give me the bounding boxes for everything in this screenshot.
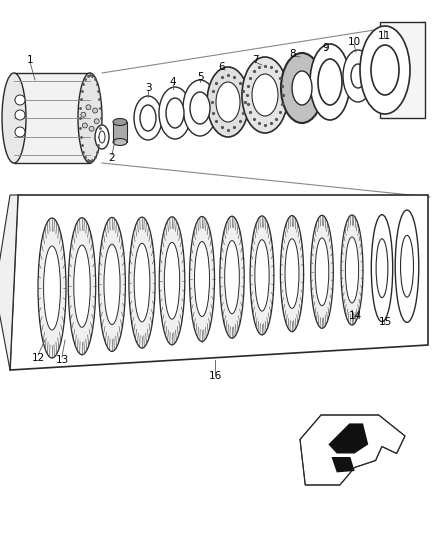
Ellipse shape: [2, 73, 26, 163]
Ellipse shape: [194, 241, 209, 317]
Ellipse shape: [113, 139, 127, 146]
Text: 2: 2: [109, 153, 115, 163]
Text: 3: 3: [145, 83, 151, 93]
Text: 10: 10: [347, 37, 360, 47]
Ellipse shape: [343, 50, 373, 102]
Polygon shape: [380, 22, 425, 118]
Polygon shape: [300, 415, 405, 485]
Polygon shape: [332, 457, 355, 472]
Ellipse shape: [95, 125, 109, 149]
Ellipse shape: [360, 26, 410, 114]
Ellipse shape: [104, 244, 120, 325]
Ellipse shape: [225, 240, 239, 314]
Ellipse shape: [74, 245, 90, 327]
Text: 12: 12: [32, 353, 45, 363]
Ellipse shape: [140, 105, 156, 131]
Text: 14: 14: [348, 311, 362, 321]
Ellipse shape: [190, 92, 210, 124]
Polygon shape: [0, 195, 18, 370]
Ellipse shape: [371, 45, 399, 95]
Ellipse shape: [376, 239, 388, 297]
Ellipse shape: [285, 239, 299, 309]
Polygon shape: [328, 423, 368, 454]
Circle shape: [81, 112, 86, 117]
Ellipse shape: [113, 118, 127, 125]
Text: 9: 9: [323, 43, 329, 53]
Polygon shape: [10, 195, 428, 370]
Text: 8: 8: [290, 49, 297, 59]
Polygon shape: [14, 73, 90, 163]
Ellipse shape: [311, 215, 333, 328]
Circle shape: [82, 123, 87, 128]
Ellipse shape: [166, 98, 184, 128]
Text: 11: 11: [378, 31, 391, 41]
Circle shape: [86, 105, 91, 110]
Ellipse shape: [351, 64, 365, 88]
Ellipse shape: [400, 235, 413, 297]
Ellipse shape: [250, 216, 274, 335]
Ellipse shape: [207, 67, 249, 137]
Ellipse shape: [252, 74, 278, 116]
Ellipse shape: [190, 216, 215, 342]
Ellipse shape: [310, 44, 350, 120]
Ellipse shape: [99, 217, 125, 351]
Polygon shape: [113, 122, 127, 142]
Ellipse shape: [216, 82, 240, 122]
Circle shape: [15, 110, 25, 120]
Ellipse shape: [183, 80, 217, 136]
Ellipse shape: [78, 73, 102, 163]
Ellipse shape: [159, 217, 185, 345]
Circle shape: [15, 95, 25, 105]
Ellipse shape: [164, 243, 180, 319]
Text: 6: 6: [219, 62, 225, 72]
Ellipse shape: [395, 210, 419, 322]
Circle shape: [89, 126, 94, 131]
Ellipse shape: [38, 218, 66, 358]
Ellipse shape: [134, 96, 162, 140]
Ellipse shape: [99, 131, 105, 143]
Ellipse shape: [371, 215, 393, 322]
Ellipse shape: [280, 216, 304, 332]
Text: 7: 7: [252, 55, 258, 65]
Text: 1: 1: [27, 55, 33, 65]
Text: 13: 13: [55, 355, 69, 365]
Ellipse shape: [281, 53, 323, 123]
Ellipse shape: [242, 57, 288, 133]
Ellipse shape: [341, 215, 363, 325]
Ellipse shape: [134, 243, 150, 322]
Circle shape: [15, 127, 25, 137]
Text: 16: 16: [208, 371, 222, 381]
Ellipse shape: [129, 217, 155, 348]
Ellipse shape: [255, 240, 269, 311]
Ellipse shape: [315, 238, 329, 306]
Circle shape: [92, 108, 98, 113]
Ellipse shape: [44, 246, 60, 330]
Text: 15: 15: [378, 317, 392, 327]
Text: 5: 5: [197, 72, 203, 82]
Ellipse shape: [346, 237, 359, 303]
Ellipse shape: [159, 87, 191, 139]
Ellipse shape: [220, 216, 244, 338]
Text: 4: 4: [170, 77, 177, 87]
Ellipse shape: [68, 217, 95, 354]
Circle shape: [94, 119, 99, 124]
Ellipse shape: [292, 71, 312, 105]
Ellipse shape: [318, 59, 342, 105]
